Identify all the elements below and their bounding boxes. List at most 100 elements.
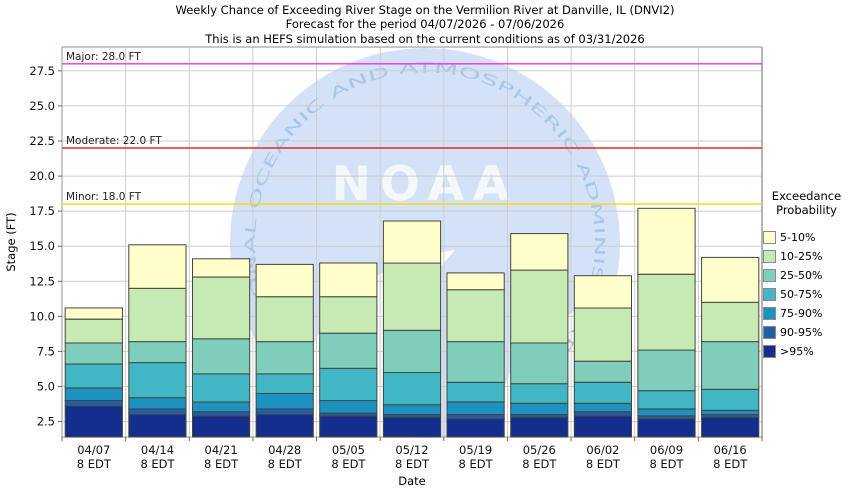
bar-segment-06/16-50-75% xyxy=(701,388,760,411)
bar-segment-06/16-10-25% xyxy=(701,301,760,343)
bar-segment-06/02-10-25% xyxy=(573,307,632,362)
bar-segment-06/09-90-95% xyxy=(637,415,696,420)
x-tick-label-date: 05/26 xyxy=(523,443,556,457)
bar-segment-04/07-5-10% xyxy=(64,307,123,320)
bar-segment-04/28->95% xyxy=(255,414,314,438)
bar-segment-06/16-75-90% xyxy=(701,409,760,415)
bar-segment-06/02-90-95% xyxy=(573,411,632,417)
legend-swatch-icon xyxy=(763,288,776,301)
bar-segment-05/12->95% xyxy=(382,416,442,438)
bar-segment-05/19-75-90% xyxy=(446,401,505,415)
bar-segment-04/07->95% xyxy=(64,405,123,438)
x-tick-label-date: 05/12 xyxy=(395,443,428,457)
bar-segment-05/26-50-75% xyxy=(510,383,569,404)
bar-segment-05/26-10-25% xyxy=(510,269,569,344)
bar-segment-04/14->95% xyxy=(128,414,187,438)
bar-segment-06/09-10-25% xyxy=(637,273,696,351)
legend-item-25-50%: 25-50% xyxy=(763,266,850,285)
legend-swatch-icon xyxy=(763,345,776,358)
x-tick-label-time: 8 EDT xyxy=(331,457,366,471)
chart-subtitle-period: Forecast for the period 04/07/2026 - 07/… xyxy=(285,17,565,32)
legend-title: Exceedance Probability xyxy=(763,189,850,217)
bar-segment-05/19-50-75% xyxy=(446,381,505,403)
y-axis-title: Stage (FT) xyxy=(4,212,18,271)
x-tick-label-time: 8 EDT xyxy=(586,457,621,471)
x-tick-label-date: 05/05 xyxy=(332,443,365,457)
x-tick-label-time: 8 EDT xyxy=(140,457,175,471)
bar-segment-05/19-5-10% xyxy=(446,272,505,291)
bar-segment-04/28-25-50% xyxy=(255,341,314,375)
bar-segment-06/02-50-75% xyxy=(573,381,632,404)
legend-item-75-90%: 75-90% xyxy=(763,304,850,323)
bar-segment-05/19-25-50% xyxy=(446,341,505,383)
x-tick-label-date: 06/16 xyxy=(714,443,747,457)
bar-segment-06/16->95% xyxy=(701,416,760,438)
x-tick-label-time: 8 EDT xyxy=(395,457,430,471)
bar-segment-05/19-90-95% xyxy=(446,414,505,420)
legend-swatch-icon xyxy=(763,250,776,263)
bar-segment-04/14-25-50% xyxy=(128,341,187,364)
legend-item-label: 10-25% xyxy=(780,250,823,263)
x-tick-label-date: 04/21 xyxy=(205,443,238,457)
x-tick-label-time: 8 EDT xyxy=(522,457,557,471)
bar-segment-04/21-90-95% xyxy=(192,411,251,417)
bar-segment-05/05-75-90% xyxy=(319,400,378,414)
bar-segment-05/19-10-25% xyxy=(446,289,505,343)
y-tick-label: 12.5 xyxy=(29,274,55,288)
y-tick-label: 22.5 xyxy=(29,134,55,148)
legend-item-label: >95% xyxy=(780,345,814,358)
bar-segment-04/21-10-25% xyxy=(192,276,251,340)
bar-segment-04/07-90-95% xyxy=(64,400,123,407)
threshold-label-18: Minor: 18.0 FT xyxy=(66,191,142,203)
bar-segment-06/09-75-90% xyxy=(637,408,696,417)
bar-segment-04/21-50-75% xyxy=(192,373,251,403)
y-tick-label: 17.5 xyxy=(29,204,55,218)
bar-segment-06/02-75-90% xyxy=(573,402,632,413)
bar-segment-05/12-10-25% xyxy=(382,262,442,331)
bar-segment-04/21-5-10% xyxy=(192,258,251,278)
x-tick-label-time: 8 EDT xyxy=(77,457,112,471)
bar-segment-04/28-90-95% xyxy=(255,408,314,415)
bar-segment-05/19->95% xyxy=(446,418,505,438)
x-tick-label-time: 8 EDT xyxy=(649,457,684,471)
x-tick-label-time: 8 EDT xyxy=(268,457,303,471)
bar-segment-04/07-10-25% xyxy=(64,318,123,344)
legend-item-label: 25-50% xyxy=(780,269,823,282)
legend-item-label: 90-95% xyxy=(780,326,823,339)
bar-segment-05/05->95% xyxy=(319,415,378,438)
bar-segment-04/21-25-50% xyxy=(192,338,251,375)
bar-segment-04/14-50-75% xyxy=(128,362,187,399)
bar-segment-04/07-50-75% xyxy=(64,363,123,389)
x-tick-label-date: 05/19 xyxy=(459,443,492,457)
bar-segment-05/12-50-75% xyxy=(382,372,442,406)
legend-title-line1: Exceedance xyxy=(771,189,842,203)
y-tick-label: 25.0 xyxy=(29,99,55,113)
y-tick-label: 15.0 xyxy=(29,239,55,253)
legend-swatch-icon xyxy=(763,326,776,339)
x-tick-label-date: 06/09 xyxy=(650,443,683,457)
threshold-label-22: Moderate: 22.0 FT xyxy=(66,135,162,147)
legend-item-label: 75-90% xyxy=(780,307,823,320)
x-tick-label-date: 04/07 xyxy=(77,443,110,457)
bar-segment-05/05-25-50% xyxy=(319,332,378,369)
chart-subtitle-simulation: This is an HEFS simulation based on the … xyxy=(205,31,645,46)
bar-segment-04/21->95% xyxy=(192,415,251,438)
bar-segment-04/28-75-90% xyxy=(255,393,314,410)
bar-segment-06/09->95% xyxy=(637,418,696,438)
legend-swatch-icon xyxy=(763,307,776,320)
bar-segment-05/12-5-10% xyxy=(382,220,442,264)
threshold-label-28: Major: 28.0 FT xyxy=(66,51,141,63)
x-tick-label-time: 8 EDT xyxy=(459,457,494,471)
bar-segment-05/12-90-95% xyxy=(382,414,442,418)
bar-segment-05/05-90-95% xyxy=(319,412,378,417)
x-tick-label-date: 06/02 xyxy=(586,443,619,457)
legend-item-50-75%: 50-75% xyxy=(763,285,850,304)
y-tick-label: 27.5 xyxy=(29,64,55,78)
x-axis-title: Date xyxy=(398,474,426,488)
legend-title-line2: Probability xyxy=(776,202,837,217)
bar-segment-06/09-50-75% xyxy=(637,390,696,410)
x-tick-label-time: 8 EDT xyxy=(204,457,239,471)
bar-segment-06/09-25-50% xyxy=(637,349,696,392)
